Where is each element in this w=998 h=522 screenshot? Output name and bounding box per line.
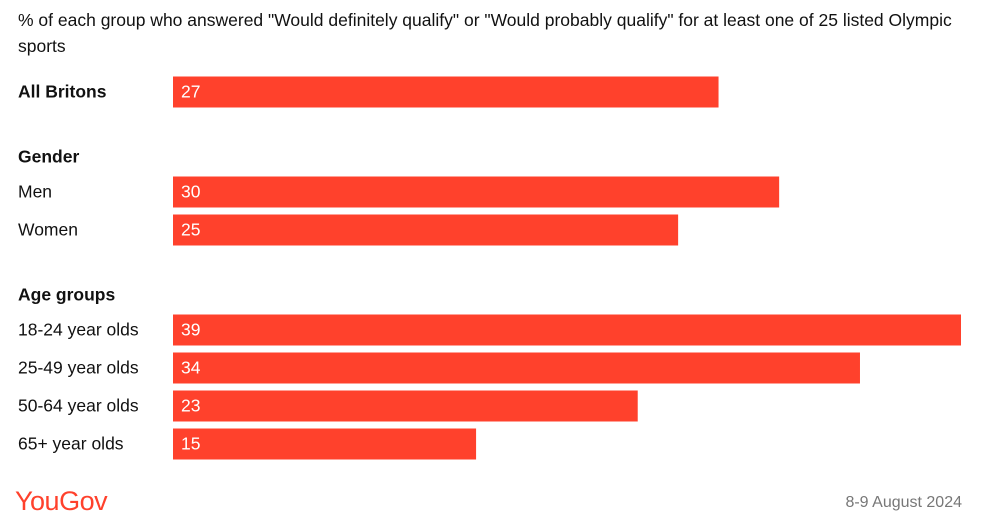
category-label: 18-24 year olds — [18, 320, 139, 340]
brand-logo: YouGov — [15, 486, 108, 516]
group-title: Age groups — [18, 285, 115, 305]
category-label: 50-64 year olds — [18, 396, 139, 416]
chart-title: % of each group who answered "Would defi… — [18, 10, 952, 56]
value-label: 25 — [181, 220, 200, 240]
date: 8-9 August 2024 — [845, 494, 962, 511]
category-label: Men — [18, 182, 52, 202]
bar — [173, 176, 780, 208]
value-label: 30 — [181, 182, 201, 202]
category-label: 65+ year olds — [18, 434, 124, 454]
value-label: 15 — [181, 434, 200, 454]
value-label: 39 — [181, 320, 200, 340]
bar — [173, 214, 679, 246]
value-label: 27 — [181, 82, 200, 102]
category-label: All Britons — [18, 82, 107, 102]
value-label: 23 — [181, 396, 200, 416]
bar — [173, 352, 860, 384]
value-label: 34 — [181, 358, 201, 378]
category-label: 25-49 year olds — [18, 358, 139, 378]
category-label: Women — [18, 220, 78, 240]
group-title: Gender — [18, 147, 79, 167]
bar — [173, 76, 719, 108]
bar — [173, 314, 961, 346]
bar — [173, 428, 477, 460]
bar — [173, 390, 638, 422]
